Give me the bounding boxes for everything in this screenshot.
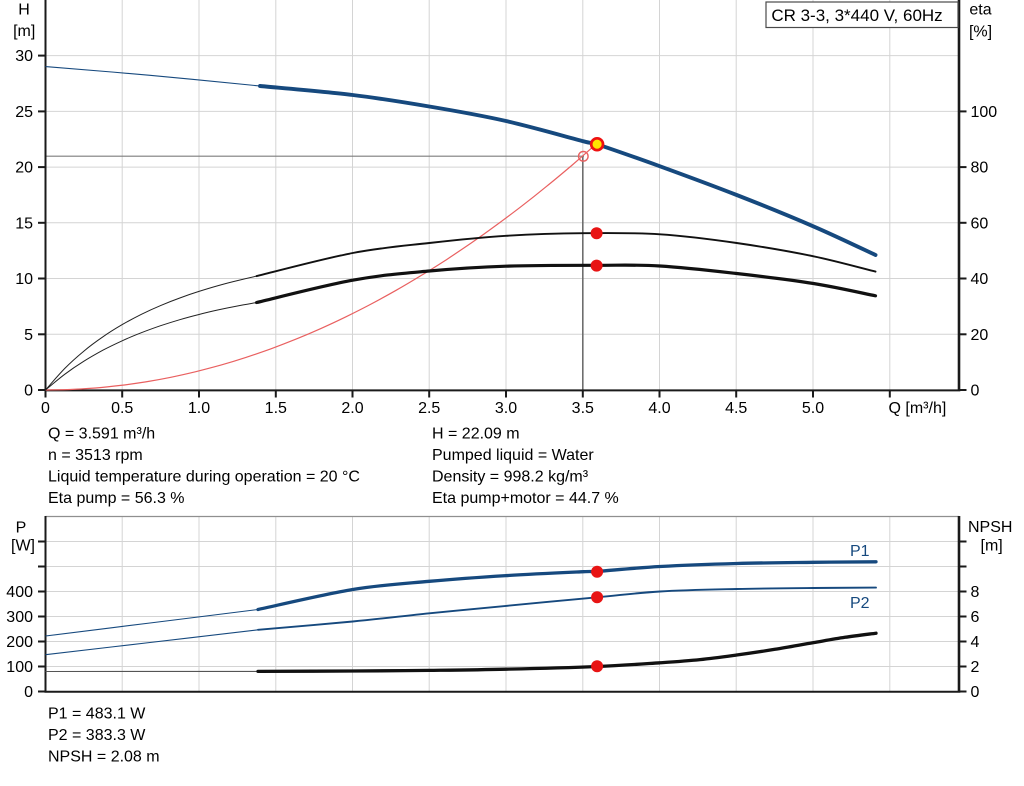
svg-text:0: 0 <box>971 383 980 400</box>
svg-text:5: 5 <box>24 327 33 344</box>
svg-text:80: 80 <box>971 160 989 177</box>
svg-text:0: 0 <box>24 383 33 400</box>
svg-text:2: 2 <box>971 659 980 676</box>
svg-text:300: 300 <box>6 609 33 626</box>
svg-text:2.5: 2.5 <box>418 400 440 417</box>
svg-text:20: 20 <box>15 160 33 177</box>
svg-text:3.0: 3.0 <box>495 400 517 417</box>
svg-text:[m]: [m] <box>13 23 35 40</box>
svg-text:CR 3-3, 3*440 V, 60Hz: CR 3-3, 3*440 V, 60Hz <box>771 6 942 25</box>
svg-text:4: 4 <box>971 634 980 651</box>
svg-text:[m]: [m] <box>981 538 1003 555</box>
svg-text:200: 200 <box>6 634 33 651</box>
svg-text:1.5: 1.5 <box>265 400 287 417</box>
svg-text:Density = 998.2 kg/m³: Density = 998.2 kg/m³ <box>432 469 589 486</box>
svg-text:20: 20 <box>971 327 989 344</box>
svg-text:0.5: 0.5 <box>111 400 133 417</box>
svg-text:30: 30 <box>15 48 33 65</box>
svg-text:0: 0 <box>41 400 50 417</box>
svg-text:H: H <box>18 2 30 19</box>
svg-text:6: 6 <box>971 609 980 626</box>
svg-text:P2: P2 <box>850 595 870 612</box>
svg-text:P2 = 383.3 W: P2 = 383.3 W <box>48 727 146 744</box>
svg-text:eta: eta <box>969 2 991 19</box>
svg-text:Pumped liquid = Water: Pumped liquid = Water <box>432 447 594 464</box>
svg-text:40: 40 <box>971 271 989 288</box>
svg-text:Liquid temperature during oper: Liquid temperature during operation = 20… <box>48 469 360 486</box>
svg-text:15: 15 <box>15 215 33 232</box>
svg-text:0: 0 <box>24 684 33 701</box>
svg-text:NPSH: NPSH <box>968 519 1012 536</box>
svg-text:100: 100 <box>6 659 33 676</box>
svg-text:Eta pump+motor = 44.7 %: Eta pump+motor = 44.7 % <box>432 490 619 507</box>
svg-text:4.5: 4.5 <box>725 400 747 417</box>
svg-text:[W]: [W] <box>11 538 35 555</box>
svg-text:5.0: 5.0 <box>802 400 824 417</box>
svg-text:60: 60 <box>971 215 989 232</box>
svg-text:P1: P1 <box>850 543 870 560</box>
svg-text:8: 8 <box>971 584 980 601</box>
svg-text:10: 10 <box>15 271 33 288</box>
svg-text:n = 3513 rpm: n = 3513 rpm <box>48 447 143 464</box>
svg-text:Q [m³/h]: Q [m³/h] <box>889 400 947 417</box>
svg-text:Q = 3.591 m³/h: Q = 3.591 m³/h <box>48 426 155 443</box>
svg-text:H = 22.09 m: H = 22.09 m <box>432 426 520 443</box>
svg-text:NPSH = 2.08 m: NPSH = 2.08 m <box>48 749 160 766</box>
svg-text:P: P <box>16 520 27 537</box>
svg-text:[%]: [%] <box>969 24 992 41</box>
svg-text:2.0: 2.0 <box>341 400 363 417</box>
svg-text:3.5: 3.5 <box>572 400 594 417</box>
svg-text:400: 400 <box>6 584 33 601</box>
svg-text:P1 = 483.1 W: P1 = 483.1 W <box>48 706 146 723</box>
svg-text:0: 0 <box>971 684 980 701</box>
svg-text:100: 100 <box>971 104 998 121</box>
svg-text:1.0: 1.0 <box>188 400 210 417</box>
svg-text:25: 25 <box>15 104 33 121</box>
svg-text:4.0: 4.0 <box>648 400 670 417</box>
svg-text:Eta pump = 56.3 %: Eta pump = 56.3 % <box>48 490 185 507</box>
